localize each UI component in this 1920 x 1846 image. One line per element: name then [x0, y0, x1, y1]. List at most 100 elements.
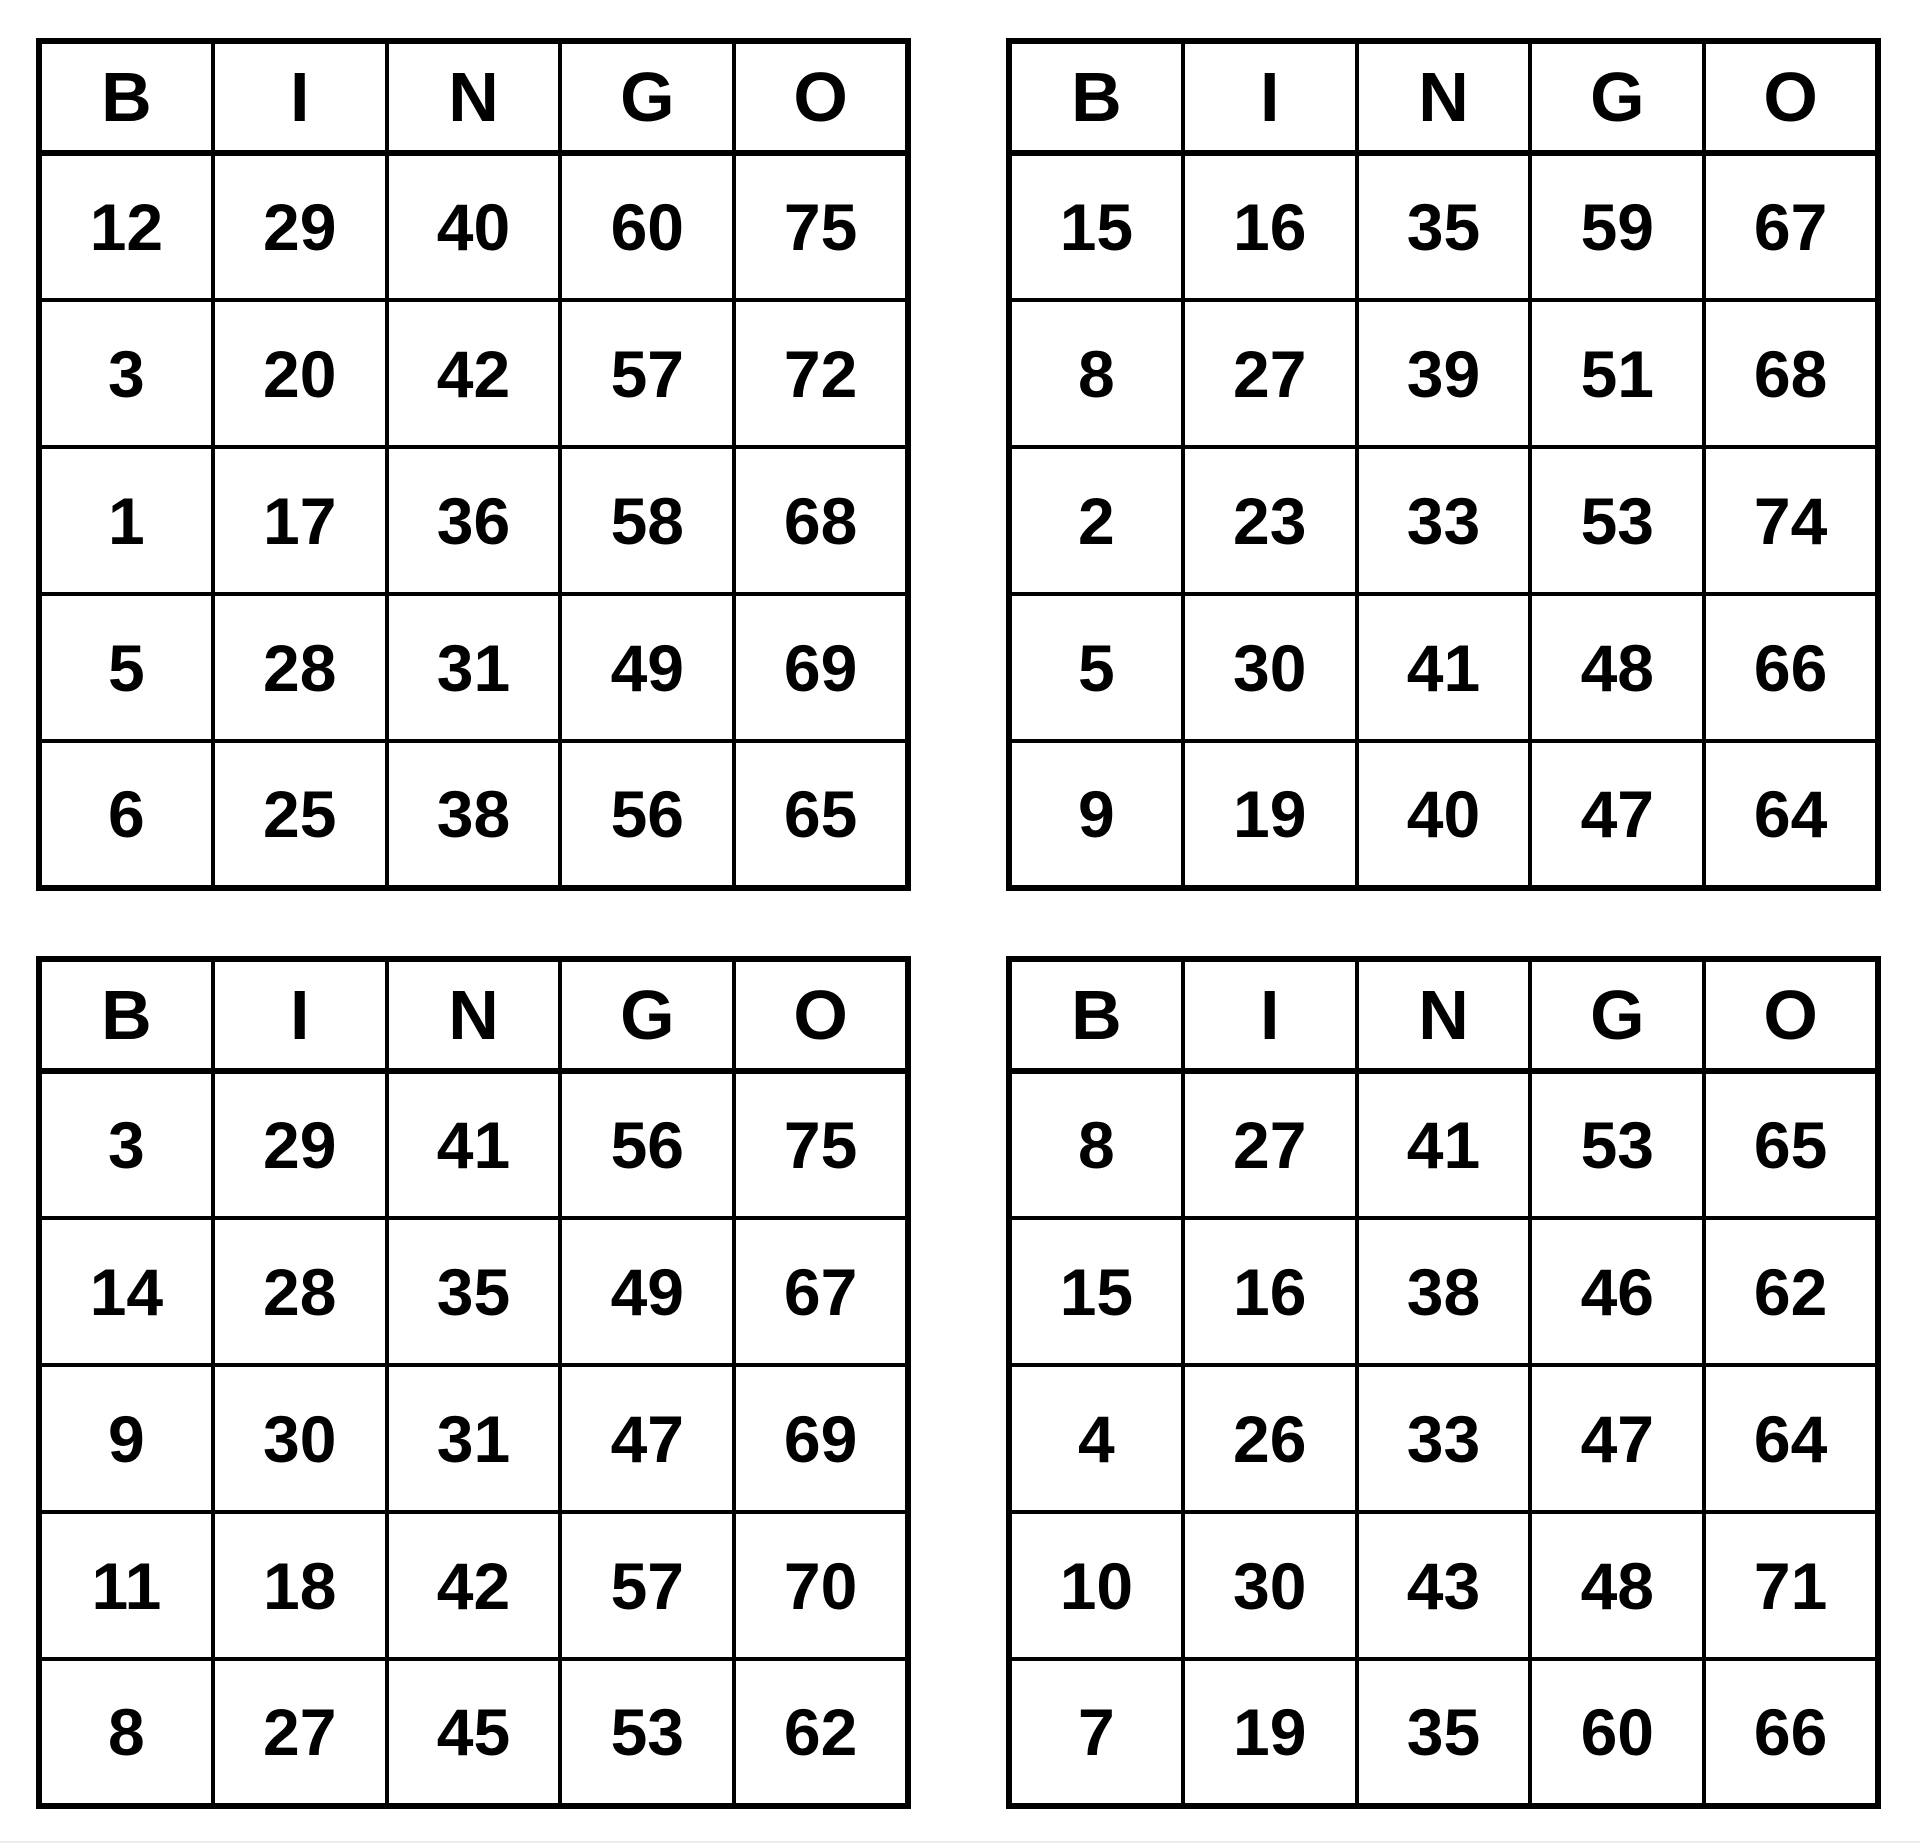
bingo-cell-n-31[interactable]: 31 [384, 592, 563, 743]
bingo-cell-b-5[interactable]: 5 [1007, 592, 1185, 743]
bingo-cell-b-8[interactable]: 8 [37, 1657, 215, 1808]
bingo-cell-o-66[interactable]: 66 [1702, 592, 1880, 743]
bingo-cell-n-35[interactable]: 35 [1354, 151, 1533, 302]
bingo-cell-o-74[interactable]: 74 [1702, 445, 1880, 596]
bingo-cell-b-6[interactable]: 6 [37, 739, 215, 890]
bingo-cell-o-72[interactable]: 72 [732, 298, 910, 449]
bingo-cell-b-14[interactable]: 14 [37, 1216, 215, 1367]
bingo-cell-i-28[interactable]: 28 [210, 592, 389, 743]
bingo-cell-i-30[interactable]: 30 [1180, 1510, 1359, 1661]
bingo-cell-b-5[interactable]: 5 [37, 592, 215, 743]
bingo-cell-i-17[interactable]: 17 [210, 445, 389, 596]
bingo-cell-n-39[interactable]: 39 [1354, 298, 1533, 449]
bingo-cell-n-33[interactable]: 33 [1354, 1363, 1533, 1514]
bingo-cell-g-56[interactable]: 56 [558, 1069, 737, 1220]
bingo-cell-o-65[interactable]: 65 [732, 739, 910, 890]
bingo-cell-n-38[interactable]: 38 [1354, 1216, 1533, 1367]
bingo-cell-i-30[interactable]: 30 [210, 1363, 389, 1514]
bingo-cell-i-16[interactable]: 16 [1180, 151, 1359, 302]
bingo-cell-g-57[interactable]: 57 [558, 1510, 737, 1661]
bingo-cell-i-27[interactable]: 27 [1180, 298, 1359, 449]
bingo-cell-g-46[interactable]: 46 [1528, 1216, 1707, 1367]
bingo-cell-n-43[interactable]: 43 [1354, 1510, 1533, 1661]
bingo-cell-g-53[interactable]: 53 [558, 1657, 737, 1808]
bingo-cell-b-12[interactable]: 12 [37, 151, 215, 302]
bingo-cell-o-70[interactable]: 70 [732, 1510, 910, 1661]
bingo-cell-g-48[interactable]: 48 [1528, 592, 1707, 743]
bingo-cell-b-11[interactable]: 11 [37, 1510, 215, 1661]
bingo-cell-n-42[interactable]: 42 [384, 298, 563, 449]
bingo-cell-n-42[interactable]: 42 [384, 1510, 563, 1661]
bingo-cell-b-8[interactable]: 8 [1007, 298, 1185, 449]
bingo-cell-o-64[interactable]: 64 [1702, 1363, 1880, 1514]
bingo-cell-n-41[interactable]: 41 [1354, 1069, 1533, 1220]
bingo-cell-o-62[interactable]: 62 [1702, 1216, 1880, 1367]
bingo-cell-g-53[interactable]: 53 [1528, 1069, 1707, 1220]
bingo-cell-o-67[interactable]: 67 [1702, 151, 1880, 302]
bingo-cell-i-29[interactable]: 29 [210, 151, 389, 302]
bingo-cell-b-4[interactable]: 4 [1007, 1363, 1185, 1514]
bingo-cell-n-40[interactable]: 40 [384, 151, 563, 302]
bingo-cell-i-19[interactable]: 19 [1180, 739, 1359, 890]
bingo-cell-g-57[interactable]: 57 [558, 298, 737, 449]
bingo-cell-g-58[interactable]: 58 [558, 445, 737, 596]
bingo-cell-b-15[interactable]: 15 [1007, 1216, 1185, 1367]
bingo-cell-g-47[interactable]: 47 [1528, 1363, 1707, 1514]
bingo-cell-n-41[interactable]: 41 [384, 1069, 563, 1220]
bingo-cell-i-26[interactable]: 26 [1180, 1363, 1359, 1514]
bingo-cell-o-71[interactable]: 71 [1702, 1510, 1880, 1661]
bingo-cell-b-3[interactable]: 3 [37, 1069, 215, 1220]
bingo-cell-i-19[interactable]: 19 [1180, 1657, 1359, 1808]
bingo-cell-g-49[interactable]: 49 [558, 592, 737, 743]
bingo-cell-o-64[interactable]: 64 [1702, 739, 1880, 890]
bingo-cell-o-65[interactable]: 65 [1702, 1069, 1880, 1220]
bingo-cell-g-60[interactable]: 60 [1528, 1657, 1707, 1808]
bingo-cell-b-9[interactable]: 9 [1007, 739, 1185, 890]
bingo-cell-b-10[interactable]: 10 [1007, 1510, 1185, 1661]
bingo-cell-b-15[interactable]: 15 [1007, 151, 1185, 302]
bingo-cell-i-23[interactable]: 23 [1180, 445, 1359, 596]
bingo-cell-g-59[interactable]: 59 [1528, 151, 1707, 302]
bingo-cell-g-48[interactable]: 48 [1528, 1510, 1707, 1661]
bingo-cell-b-3[interactable]: 3 [37, 298, 215, 449]
bingo-cell-g-51[interactable]: 51 [1528, 298, 1707, 449]
bingo-cell-g-49[interactable]: 49 [558, 1216, 737, 1367]
bingo-cell-i-27[interactable]: 27 [210, 1657, 389, 1808]
bingo-cell-n-45[interactable]: 45 [384, 1657, 563, 1808]
bingo-cell-b-8[interactable]: 8 [1007, 1069, 1185, 1220]
bingo-cell-g-53[interactable]: 53 [1528, 445, 1707, 596]
bingo-cell-o-75[interactable]: 75 [732, 151, 910, 302]
bingo-cell-i-20[interactable]: 20 [210, 298, 389, 449]
bingo-cell-b-1[interactable]: 1 [37, 445, 215, 596]
bingo-cell-n-38[interactable]: 38 [384, 739, 563, 890]
bingo-cell-n-40[interactable]: 40 [1354, 739, 1533, 890]
bingo-cell-i-18[interactable]: 18 [210, 1510, 389, 1661]
bingo-cell-b-9[interactable]: 9 [37, 1363, 215, 1514]
bingo-cell-n-35[interactable]: 35 [384, 1216, 563, 1367]
bingo-cell-n-33[interactable]: 33 [1354, 445, 1533, 596]
bingo-cell-n-36[interactable]: 36 [384, 445, 563, 596]
bingo-cell-g-60[interactable]: 60 [558, 151, 737, 302]
bingo-cell-o-68[interactable]: 68 [1702, 298, 1880, 449]
bingo-cell-n-35[interactable]: 35 [1354, 1657, 1533, 1808]
bingo-cell-b-2[interactable]: 2 [1007, 445, 1185, 596]
bingo-cell-o-66[interactable]: 66 [1702, 1657, 1880, 1808]
bingo-cell-o-62[interactable]: 62 [732, 1657, 910, 1808]
bingo-cell-g-47[interactable]: 47 [1528, 739, 1707, 890]
bingo-cell-n-31[interactable]: 31 [384, 1363, 563, 1514]
bingo-cell-n-41[interactable]: 41 [1354, 592, 1533, 743]
bingo-cell-i-30[interactable]: 30 [1180, 592, 1359, 743]
bingo-cell-g-47[interactable]: 47 [558, 1363, 737, 1514]
bingo-cell-i-25[interactable]: 25 [210, 739, 389, 890]
bingo-cell-o-69[interactable]: 69 [732, 1363, 910, 1514]
bingo-cell-o-68[interactable]: 68 [732, 445, 910, 596]
bingo-cell-g-56[interactable]: 56 [558, 739, 737, 890]
bingo-cell-i-28[interactable]: 28 [210, 1216, 389, 1367]
bingo-cell-i-27[interactable]: 27 [1180, 1069, 1359, 1220]
bingo-cell-o-75[interactable]: 75 [732, 1069, 910, 1220]
bingo-cell-i-29[interactable]: 29 [210, 1069, 389, 1220]
bingo-cell-i-16[interactable]: 16 [1180, 1216, 1359, 1367]
bingo-cell-b-7[interactable]: 7 [1007, 1657, 1185, 1808]
bingo-cell-o-69[interactable]: 69 [732, 592, 910, 743]
bingo-cell-o-67[interactable]: 67 [732, 1216, 910, 1367]
